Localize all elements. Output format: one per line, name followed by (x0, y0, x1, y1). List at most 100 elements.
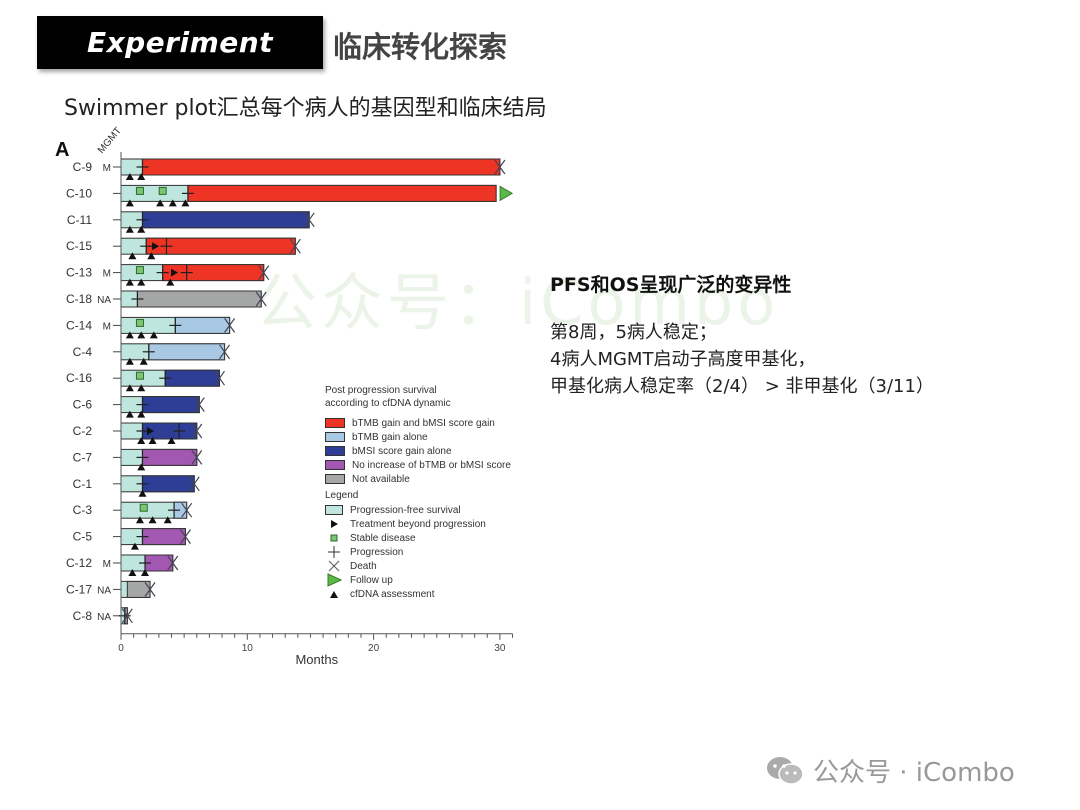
mgmt-status: M (103, 321, 111, 332)
legend-label: bMSI score gain alone (352, 445, 452, 457)
patient-row: C-13 M (66, 264, 270, 286)
stable-disease-icon (135, 318, 144, 327)
legend-label: Progression (350, 546, 404, 558)
patient-row: C-3 (73, 501, 193, 524)
legend-title: Post progression survival according to c… (325, 385, 451, 409)
legend-label: Stable disease (350, 532, 416, 544)
legend-label: Not available (352, 473, 410, 485)
x-axis-label: Months (295, 652, 338, 667)
pps-bar (141, 396, 200, 414)
page-title: 临床转化探索 (333, 30, 508, 64)
patient-label: C-13 (66, 266, 92, 280)
cfdna-assessment-icon (128, 252, 137, 260)
patient-row: C-5 (73, 528, 191, 550)
cfdna-assessment-icon (167, 437, 176, 444)
legend-item: bTMB gain and bMSI score gain (325, 416, 511, 430)
patient-label: C-10 (66, 186, 92, 200)
legend-swatch (325, 474, 345, 484)
legend-item: Stable disease (325, 531, 511, 545)
cfdna-assessment-icon (125, 331, 134, 339)
legend-label: Treatment beyond progression (350, 518, 486, 530)
findings-panel: PFS和OS呈现广泛的变异性 第8周，5病人稳定； 4病人MGMT启动子高度甲基… (550, 270, 934, 400)
cfdna-assessment-icon (166, 278, 175, 286)
cfdna-assessment-icon (137, 437, 146, 444)
findings-heading: PFS和OS呈现广泛的变异性 (550, 274, 792, 296)
cfdna-assessment-icon (140, 569, 149, 576)
cfdna-assessment-icon (325, 587, 343, 601)
legend-item: Treatment beyond progression (325, 517, 511, 531)
patient-row: C-11 (67, 211, 315, 233)
cfdna-assessment-icon (125, 278, 134, 286)
footer-text: 公众号 · iCombo (813, 758, 1015, 788)
cfdna-assessment-icon (147, 252, 156, 260)
chart-legend: Post progression survival according to c… (325, 384, 511, 601)
stable-disease-icon (158, 186, 167, 195)
follow-up-icon (325, 573, 343, 587)
patient-label: C-1 (73, 477, 93, 491)
legend-label: Death (350, 560, 377, 572)
cfdna-assessment-icon (125, 357, 134, 365)
finding-line: 第8周，5病人稳定； (550, 322, 717, 343)
x-tick-label: 10 (242, 643, 254, 654)
pps-bar (136, 290, 262, 308)
patient-row: C-16 (66, 369, 226, 392)
patient-label: C-3 (73, 503, 93, 517)
patient-label: C-2 (73, 424, 93, 438)
stable-disease-icon (139, 503, 148, 512)
patient-label: C-9 (73, 160, 93, 174)
cfdna-assessment-icon (125, 173, 134, 180)
cfdna-assessment-icon (181, 199, 190, 207)
treatment-beyond-progression-icon (171, 268, 179, 277)
cfdna-assessment-icon (139, 357, 148, 365)
cfdna-assessment-icon (135, 516, 144, 524)
patient-row: C-2 (73, 422, 203, 444)
patient-row: C-9 M (73, 158, 506, 180)
stable-disease-icon (135, 266, 144, 275)
pps-bar (148, 343, 226, 361)
pps-bar (141, 158, 501, 176)
x-axis: 0 10 20 30 Months (118, 152, 514, 667)
legend-item: cfDNA assessment (325, 587, 511, 601)
legend-item: bMSI score gain alone (325, 444, 511, 458)
patient-label: C-8 (73, 609, 93, 623)
cfdna-assessment-icon (137, 331, 146, 339)
legend-heading: Legend (325, 490, 359, 501)
swimmer-plot: A MGMT C-9 MC-10C-11C-15C-13 MC-18 NAC-14 MC… (55, 125, 514, 667)
cfdna-assessment-icon (148, 437, 157, 444)
cfdna-assessment-icon (125, 199, 134, 207)
legend-swatch (325, 446, 345, 456)
pfs-swatch-icon (325, 503, 343, 517)
patient-label: C-6 (73, 398, 93, 412)
cfdna-assessment-icon (125, 410, 134, 418)
patient-row: C-1 (73, 475, 200, 497)
cfdna-assessment-icon (137, 463, 146, 471)
patient-row: C-8 NA (73, 607, 133, 625)
treatment-beyond-progression-icon (152, 242, 160, 251)
patient-rows: C-9 M C-10 C-11 C-15 C-13 M C-18 NA C-14 M C-4 C-16 C… (66, 158, 514, 625)
pps-bar (141, 211, 310, 229)
legend-label: Follow up (350, 574, 393, 586)
patient-label: C-14 (66, 318, 92, 332)
treatment-beyond-progression-icon (325, 517, 343, 531)
progression-icon (325, 545, 343, 559)
x-tick-label: 20 (368, 643, 380, 654)
pps-bar (141, 475, 195, 493)
cfdna-assessment-icon (138, 489, 147, 497)
patient-label: C-18 (66, 292, 92, 306)
patient-label: C-12 (66, 556, 92, 570)
patient-row: C-15 (66, 237, 301, 260)
legend-item: Follow up (325, 573, 511, 587)
patient-label: C-7 (73, 450, 93, 464)
legend-item: bTMB gain alone (325, 430, 511, 444)
stable-disease-icon (135, 371, 144, 380)
patient-label: C-17 (66, 582, 92, 596)
finding-line: 4病人MGMT启动子高度甲基化， (550, 349, 816, 370)
treatment-beyond-progression-icon (147, 427, 155, 435)
legend-swatch (325, 418, 345, 428)
mgmt-status: NA (97, 585, 111, 596)
patient-row: C-7 (73, 448, 203, 471)
pps-bar (141, 448, 198, 466)
legend-label: Progression-free survival (350, 504, 461, 516)
follow-up-icon (499, 185, 514, 202)
mgmt-status: M (103, 559, 111, 570)
